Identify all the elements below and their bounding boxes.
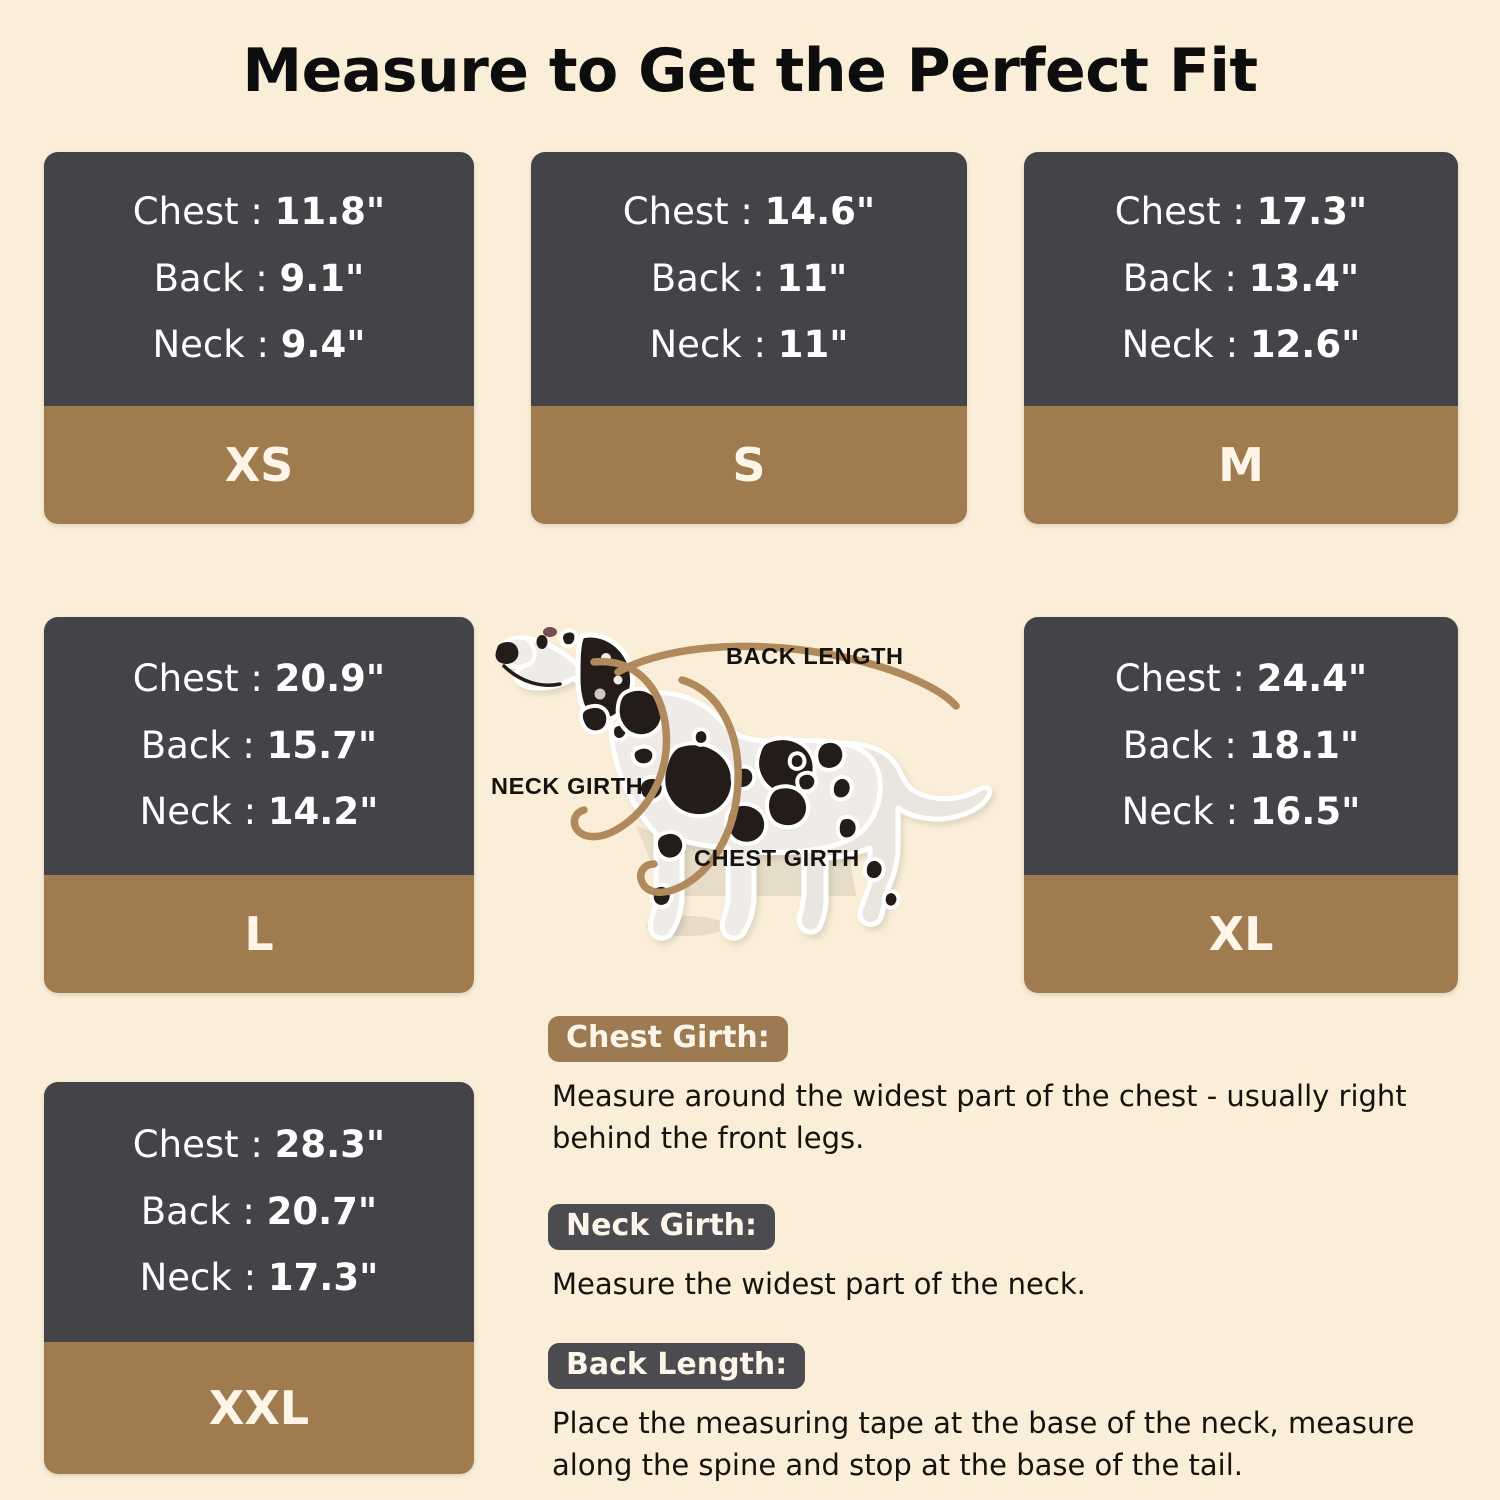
spec-chest: Chest : 11.8" bbox=[132, 189, 386, 233]
spec-back-label: Back : bbox=[1122, 256, 1249, 300]
spec-back-value: 20.7" bbox=[266, 1189, 378, 1233]
spec-back-label: Back : bbox=[140, 723, 267, 767]
page-title: Measure to Get the Perfect Fit bbox=[242, 36, 1258, 106]
spec-neck: Neck : 9.4" bbox=[152, 323, 366, 367]
instruction-body-neck-girth: Measure the widest part of the neck. bbox=[552, 1267, 1086, 1302]
spec-back-label: Back : bbox=[650, 256, 777, 300]
size-card-l[interactable]: Chest : 20.9" Back : 15.7" Neck : 14.2" … bbox=[44, 617, 474, 993]
instruction-chest-girth: Chest Girth: Measure around the widest p… bbox=[548, 1016, 1456, 1159]
size-card-specs: Chest : 17.3" Back : 13.4" Neck : 12.6" bbox=[1024, 152, 1458, 406]
spec-chest-value: 11.8" bbox=[274, 189, 386, 233]
spec-chest: Chest : 24.4" bbox=[1114, 656, 1368, 700]
dog-mouth bbox=[502, 664, 562, 687]
dog-eye bbox=[536, 635, 548, 649]
spec-back-label: Back : bbox=[153, 256, 280, 300]
size-card-xs[interactable]: Chest : 11.8" Back : 9.1" Neck : 9.4" XS bbox=[44, 152, 474, 524]
dog-measurement-diagram: BACK LENGTH NECK GIRTH CHEST GIRTH bbox=[486, 596, 1016, 996]
spec-chest-value: 17.3" bbox=[1256, 189, 1368, 233]
back-length-tape bbox=[614, 642, 960, 710]
spec-chest-value: 28.3" bbox=[274, 1122, 386, 1166]
spec-back: Back : 9.1" bbox=[153, 256, 365, 300]
size-label-s: S bbox=[531, 406, 967, 524]
spec-chest: Chest : 28.3" bbox=[132, 1122, 386, 1166]
spec-back: Back : 15.7" bbox=[140, 723, 378, 767]
spec-neck: Neck : 16.5" bbox=[1121, 790, 1361, 834]
size-card-s[interactable]: Chest : 14.6" Back : 11" Neck : 11" S bbox=[531, 152, 967, 524]
spec-back: Back : 20.7" bbox=[140, 1189, 378, 1233]
size-card-specs: Chest : 28.3" Back : 20.7" Neck : 17.3" bbox=[44, 1082, 474, 1342]
spec-back: Back : 18.1" bbox=[1122, 723, 1360, 767]
label-back-length: BACK LENGTH bbox=[726, 643, 904, 669]
size-label-xs: XS bbox=[44, 406, 474, 524]
spec-neck-value: 16.5" bbox=[1249, 790, 1361, 834]
label-neck-girth: NECK GIRTH bbox=[491, 773, 643, 799]
instruction-heading-neck-girth: Neck Girth: bbox=[548, 1204, 776, 1251]
spec-chest-label: Chest : bbox=[132, 189, 275, 233]
size-card-xl[interactable]: Chest : 24.4" Back : 18.1" Neck : 16.5" … bbox=[1024, 617, 1458, 993]
spec-neck-label: Neck : bbox=[139, 1256, 268, 1300]
spec-neck-label: Neck : bbox=[152, 323, 281, 367]
label-chest-girth: CHEST GIRTH bbox=[694, 845, 860, 871]
size-label-m: M bbox=[1024, 406, 1458, 524]
spec-neck-label: Neck : bbox=[139, 790, 268, 834]
spec-neck: Neck : 12.6" bbox=[1121, 323, 1361, 367]
size-label-l: L bbox=[44, 875, 474, 993]
spec-chest-label: Chest : bbox=[1114, 656, 1257, 700]
size-label-xl: XL bbox=[1024, 875, 1458, 993]
spec-chest: Chest : 20.9" bbox=[132, 656, 386, 700]
spec-neck-label: Neck : bbox=[1121, 790, 1250, 834]
size-card-specs: Chest : 11.8" Back : 9.1" Neck : 9.4" bbox=[44, 152, 474, 406]
spec-neck-value: 11" bbox=[777, 323, 849, 367]
spec-chest-label: Chest : bbox=[132, 656, 275, 700]
spec-neck-label: Neck : bbox=[1121, 323, 1250, 367]
instruction-body-chest-girth: Measure around the widest part of the ch… bbox=[552, 1079, 1407, 1155]
spec-back-label: Back : bbox=[140, 1189, 267, 1233]
spec-back-value: 13.4" bbox=[1248, 256, 1360, 300]
spec-chest: Chest : 14.6" bbox=[622, 189, 876, 233]
chest-girth-tape bbox=[637, 676, 742, 896]
spec-neck: Neck : 17.3" bbox=[139, 1256, 379, 1300]
spec-neck-value: 17.3" bbox=[267, 1256, 379, 1300]
spec-chest-value: 14.6" bbox=[764, 189, 876, 233]
size-card-m[interactable]: Chest : 17.3" Back : 13.4" Neck : 12.6" … bbox=[1024, 152, 1458, 524]
spec-back: Back : 13.4" bbox=[1122, 256, 1360, 300]
dog-nose bbox=[495, 642, 519, 664]
instruction-heading-chest-girth: Chest Girth: bbox=[548, 1016, 788, 1063]
spec-chest-value: 20.9" bbox=[274, 656, 386, 700]
instruction-neck-girth: Neck Girth: Measure the widest part of t… bbox=[548, 1204, 1456, 1306]
spec-back-value: 9.1" bbox=[279, 256, 365, 300]
spec-back: Back : 11" bbox=[650, 256, 848, 300]
size-card-specs: Chest : 14.6" Back : 11" Neck : 11" bbox=[531, 152, 967, 406]
spec-back-value: 15.7" bbox=[266, 723, 378, 767]
spec-neck-value: 14.2" bbox=[267, 790, 379, 834]
instruction-body-back-length: Place the measuring tape at the base of … bbox=[552, 1406, 1415, 1482]
neck-girth-tape bbox=[570, 657, 671, 841]
spec-back-value: 18.1" bbox=[1248, 723, 1360, 767]
spec-chest: Chest : 17.3" bbox=[1114, 189, 1368, 233]
spec-chest-label: Chest : bbox=[132, 1122, 275, 1166]
spec-neck: Neck : 14.2" bbox=[139, 790, 379, 834]
spec-back-value: 11" bbox=[776, 256, 848, 300]
size-card-xxl[interactable]: Chest : 28.3" Back : 20.7" Neck : 17.3" … bbox=[44, 1082, 474, 1474]
spec-neck-value: 12.6" bbox=[1249, 323, 1361, 367]
size-card-specs: Chest : 20.9" Back : 15.7" Neck : 14.2" bbox=[44, 617, 474, 875]
spec-chest-label: Chest : bbox=[622, 189, 765, 233]
size-label-xxl: XXL bbox=[44, 1342, 474, 1474]
size-card-specs: Chest : 24.4" Back : 18.1" Neck : 16.5" bbox=[1024, 617, 1458, 875]
spec-neck-value: 9.4" bbox=[280, 323, 366, 367]
instruction-heading-back-length: Back Length: bbox=[548, 1343, 806, 1390]
instruction-back-length: Back Length: Place the measuring tape at… bbox=[548, 1343, 1456, 1486]
spec-back-label: Back : bbox=[1122, 723, 1249, 767]
spec-neck: Neck : 11" bbox=[649, 323, 849, 367]
spec-chest-value: 24.4" bbox=[1256, 656, 1368, 700]
spec-chest-label: Chest : bbox=[1114, 189, 1257, 233]
spec-neck-label: Neck : bbox=[649, 323, 778, 367]
